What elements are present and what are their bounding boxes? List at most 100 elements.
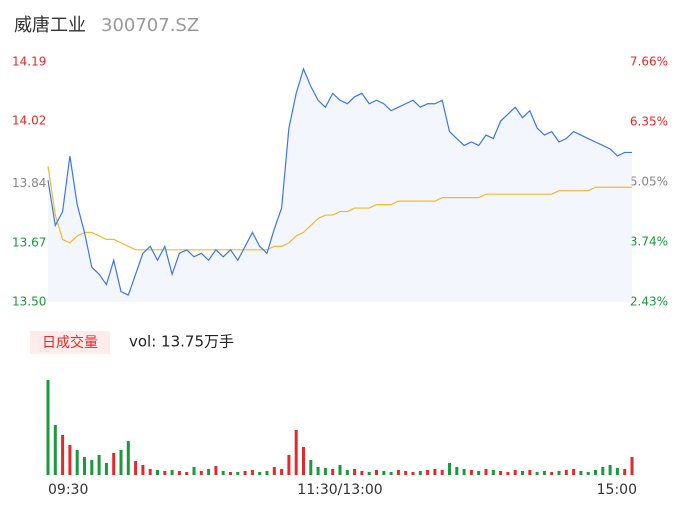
volume-bar [243,471,247,475]
volume-bar [630,457,634,475]
volume-bar [199,471,203,475]
volume-bar [572,469,576,475]
volume-bar [170,470,174,475]
volume-bar [104,463,108,475]
volume-bar [586,472,590,475]
volume-bar [148,469,152,475]
volume-bar [331,469,335,475]
volume-bar [375,470,378,475]
volume-bar [491,470,495,475]
volume-bar [615,468,619,475]
volume-bar [192,467,196,475]
volume-bar [119,450,123,475]
y-tick-label: 13.50 [12,295,46,309]
volume-bar [134,461,138,475]
volume-bar [345,470,349,475]
y-tick-label: 13.67 [12,235,46,249]
volume-bar [287,455,291,475]
volume-bar [528,470,532,475]
volume-bar [608,465,612,475]
volume-bar [484,469,488,475]
volume-bar [68,445,72,475]
volume-bar [564,470,568,475]
volume-bar [535,472,539,475]
volume-bar [156,470,159,475]
volume-bar [499,471,503,475]
volume-bar [280,469,284,475]
stock-code: 300707.SZ [101,15,199,36]
volume-bar [579,471,583,475]
volume-bar [265,471,269,475]
y-tick-label: 13.84 [12,176,46,190]
volume-bar [126,441,130,475]
volume-bar [112,453,116,475]
volume-bar [440,470,444,475]
volume-bar [411,472,415,475]
volume-bar [250,470,254,475]
y2-tick-label: 7.66% [630,55,668,69]
y-tick-label: 14.02 [12,114,46,128]
volume-bar [46,380,50,475]
volume-bar [360,471,364,475]
volume-bar [141,465,145,475]
y2-tick-label: 6.35% [630,115,668,129]
volume-bar [90,460,94,475]
volume-bar [513,470,517,475]
volume-bar [433,469,437,475]
volume-bar [236,472,240,475]
volume-bar [557,471,561,475]
volume-bar [389,472,393,475]
volume-bar [53,425,57,475]
price-line [47,67,632,296]
y2-tick-label: 3.74% [630,234,668,248]
volume-bar [83,457,86,475]
volume-bar [396,470,400,475]
volume-bar [229,472,232,475]
volume-bar [214,466,218,475]
volume-bar [177,471,181,475]
volume-bar [309,460,313,475]
volume-bar [367,472,371,475]
volume-bar [353,469,357,475]
volume-bar [302,447,305,475]
volume-bar [382,471,386,475]
x-tick-label: 15:00 [597,482,637,498]
x-tick-label: 09:30 [48,482,88,498]
volume-bar [623,469,627,475]
volume-bar [601,467,605,475]
y-tick-label: 14.19 [12,55,46,69]
volume-bar [294,430,298,475]
volume-bar [61,435,65,475]
volume-bar [207,469,211,475]
volume-bar [163,471,167,475]
volume-bar [462,469,466,475]
volume-bar [185,472,189,475]
volume-bar [550,472,554,475]
volume-bar [316,467,320,475]
volume-bar [426,470,430,475]
volume-bar [272,467,276,475]
volume-bar [418,471,422,475]
volume-bar [323,468,327,475]
volume-bar [258,472,262,475]
volume-label: vol: 13.75万手 [129,333,234,351]
volume-tag-bg [30,331,110,354]
y2-tick-label: 2.43% [630,295,668,309]
volume-bar [542,471,546,475]
volume-bar [221,471,225,475]
volume-bar [521,471,524,475]
volume-bar [97,455,101,475]
volume-bar [75,450,79,475]
volume-bar [477,471,481,475]
volume-tag: 日成交量 [42,334,98,351]
volume-bar [469,470,473,475]
volume-bar [338,465,342,475]
volume-bar [594,470,597,475]
volume-bar [455,467,459,475]
stock-name: 威唐工业 [14,15,86,36]
y2-tick-label: 5.05% [630,174,668,188]
x-tick-label: 11:30/13:00 [297,482,382,498]
average-line [47,166,632,251]
volume-bar [506,472,510,475]
